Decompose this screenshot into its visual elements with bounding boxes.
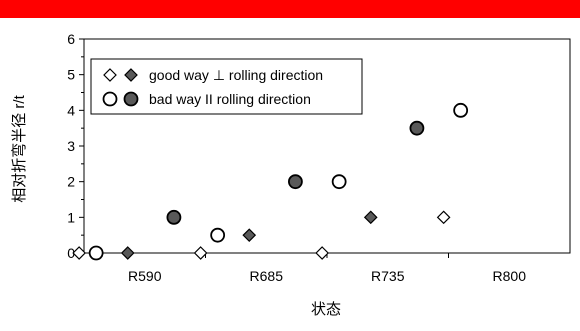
data-point-filled-circle	[288, 174, 303, 190]
legend-box	[90, 58, 363, 115]
legend: good way ⊥ rolling direction bad way II …	[90, 58, 363, 115]
data-point-open-diamond	[315, 246, 329, 260]
data-point-filled-diamond	[120, 246, 135, 260]
legend-marker-open-circle	[102, 91, 118, 107]
legend-label-bad-way: bad way II rolling direction	[149, 91, 311, 107]
data-point-open-diamond	[193, 246, 208, 260]
y-tick-label: 0	[67, 245, 75, 261]
legend-marker-filled-circle	[123, 91, 139, 107]
data-marks	[72, 102, 469, 261]
legend-marker-filled-diamond	[124, 68, 138, 82]
x-tick-label: R735	[371, 268, 405, 284]
data-point-filled-diamond	[242, 228, 257, 243]
y-tick-label: 3	[67, 138, 75, 154]
top-banner	[0, 0, 580, 18]
data-point-open-diamond	[436, 210, 451, 225]
y-axis: 0 1 2 3 4 5 6	[67, 31, 84, 261]
data-point-filled-circle	[166, 209, 182, 225]
data-point-open-circle	[331, 174, 347, 190]
data-point-open-circle	[210, 227, 226, 243]
x-tick-label: R800	[493, 268, 527, 284]
data-point-filled-circle	[409, 120, 425, 136]
x-tick-label: R685	[250, 268, 284, 284]
legend-marker-open-diamond	[103, 68, 117, 82]
x-tick-label: R590	[128, 268, 162, 284]
data-point-open-circle	[88, 245, 104, 261]
y-tick-label: 6	[67, 31, 75, 47]
data-point-filled-diamond	[363, 210, 378, 225]
y-tick-label: 2	[67, 174, 75, 190]
data-point-open-circle	[453, 102, 469, 118]
x-axis-label: 状态	[311, 301, 341, 318]
data-point-open-diamond	[72, 246, 86, 260]
y-tick-label: 1	[67, 209, 75, 225]
legend-label-good-way: good way ⊥ rolling direction	[149, 67, 323, 83]
y-tick-label: 5	[67, 67, 75, 83]
y-tick-label: 4	[67, 102, 75, 118]
x-axis: R590 R685 R735 R800	[128, 253, 526, 284]
y-axis-label: 相对折弯半径 r/t	[11, 94, 28, 202]
